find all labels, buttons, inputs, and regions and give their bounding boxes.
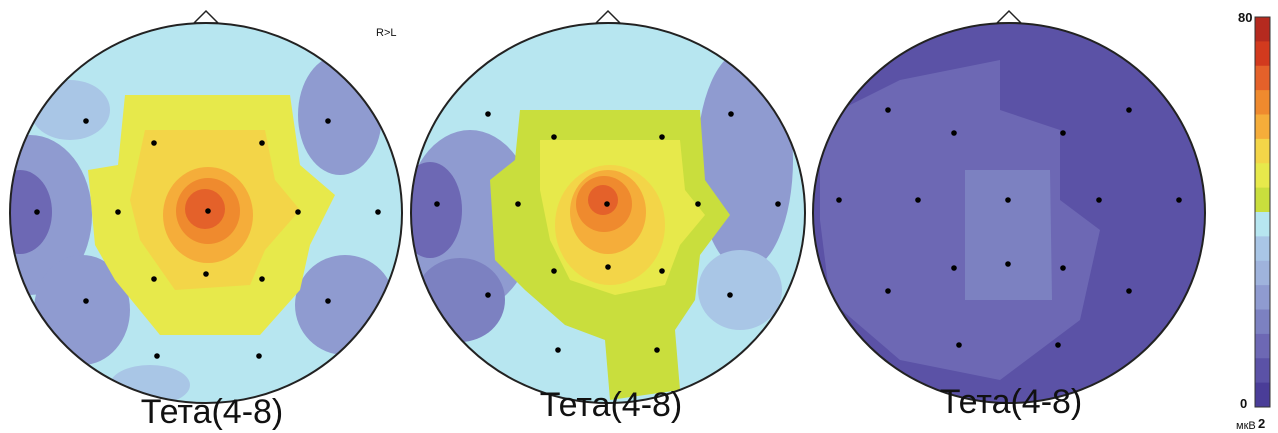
color-scale-border [1254,16,1271,408]
electrode-markers [836,107,1182,348]
color-scale-segment [1255,260,1270,286]
color-scale-unit-superscript: 2 [1258,416,1265,431]
color-scale-segment [1255,285,1270,311]
color-scale-bar [1255,17,1270,408]
color-scale-segment [1255,138,1270,164]
color-scale-segment [1255,212,1270,237]
orientation-label: R>L [376,27,397,39]
topomap-1-label: Тета(4-8) [141,393,284,431]
color-scale-unit: мкВ [1236,420,1256,432]
topomap-1: Тета(4-8) [9,9,403,431]
topomap-2-contours [411,23,805,403]
color-scale-segment [1255,309,1270,335]
color-scale-segment [1255,358,1270,384]
color-scale-segment [1255,114,1270,140]
electrode-markers [434,111,781,353]
color-scale-segment [1255,17,1270,42]
topomap-3: Тета(4-8) [812,9,1206,421]
color-scale-segment [1255,187,1270,213]
nose-marker [192,9,220,24]
topomap-2: Тета(4-8) [410,9,806,424]
color-scale-segment [1255,236,1270,262]
color-scale-segment [1255,65,1270,91]
color-scale-segment [1255,41,1270,67]
electrode-markers [34,118,381,359]
color-scale-segment [1255,163,1270,189]
color-scale-segment [1255,382,1270,408]
nose-marker [995,9,1023,24]
topomap-2-label: Тета(4-8) [540,386,683,424]
color-scale-segment [1255,333,1270,359]
color-scale: 80 0 мкВ 2 [1236,10,1271,432]
color-scale-segment [1255,90,1270,116]
color-scale-max: 80 [1238,10,1252,25]
topomap-3-label: Тета(4-8) [940,383,1083,421]
nose-marker [594,9,622,24]
topomap-1-contours [10,23,402,403]
topomap-3-contours [813,23,1205,403]
color-scale-min: 0 [1240,396,1247,411]
